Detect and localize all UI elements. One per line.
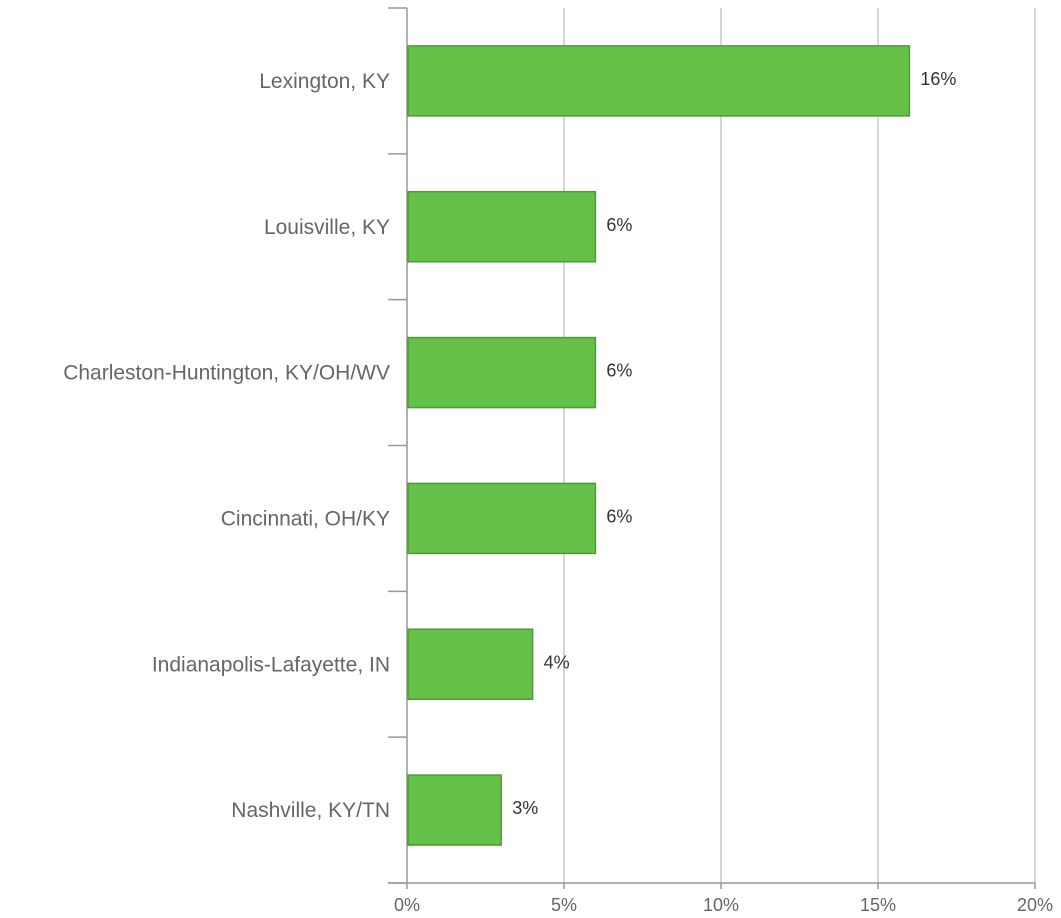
category-label: Charleston-Huntington, KY/OH/WV (63, 362, 390, 385)
value-label: 16% (920, 69, 956, 89)
value-label: 4% (544, 652, 570, 672)
bars (407, 45, 911, 846)
value-label: 6% (606, 361, 632, 381)
labels: 0% 5% 10% 15% 20% Lexington, KY 16% Louisville,… (63, 69, 1053, 915)
value-label: 3% (512, 798, 538, 818)
value-label: 6% (606, 215, 632, 235)
category-label: Indianapolis-Lafayette, IN (152, 653, 390, 676)
category-label: Cincinnati, OH/KY (221, 507, 390, 530)
value-label: 6% (606, 506, 632, 526)
bar (407, 191, 597, 263)
category-label: Louisville, KY (264, 216, 390, 239)
x-tick-label: 5% (551, 895, 577, 915)
category-label: Nashville, KY/TN (231, 799, 390, 822)
x-tick-label: 15% (860, 895, 896, 915)
axes (388, 7, 1036, 889)
x-tick-label: 20% (1017, 895, 1053, 915)
bar (407, 45, 911, 117)
x-tick-label: 0% (394, 895, 420, 915)
bar (407, 774, 502, 846)
bar (407, 482, 597, 555)
bar (407, 336, 597, 409)
bar (407, 628, 534, 700)
category-label: Lexington, KY (259, 70, 390, 93)
gridlines (563, 8, 1036, 883)
x-tick-label: 10% (703, 895, 739, 915)
